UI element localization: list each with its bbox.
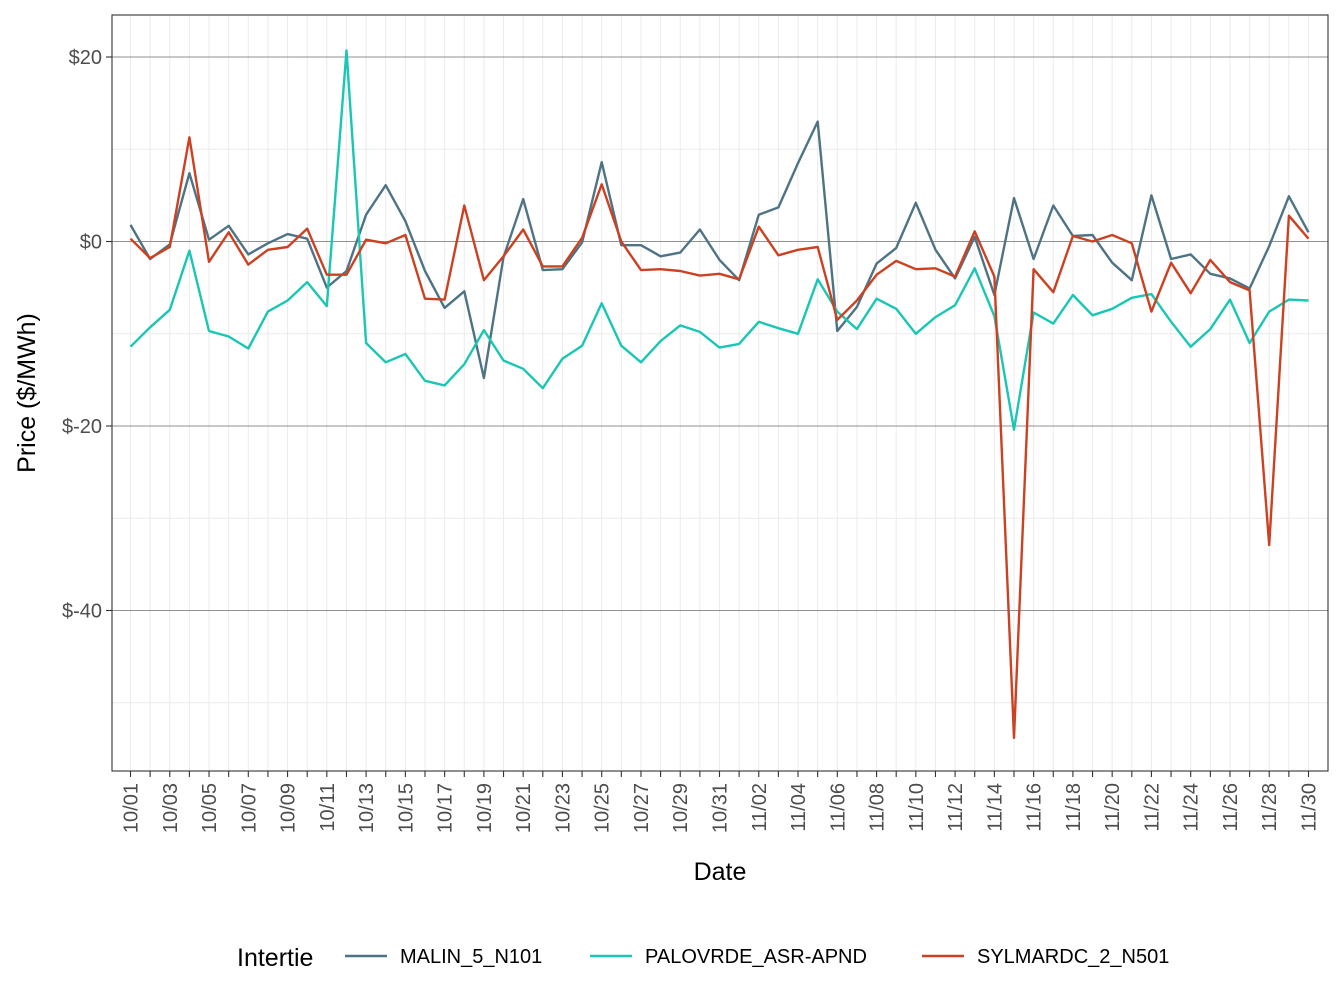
series-line — [129, 136, 1310, 739]
legend-label: SYLMARDC_2_N501 — [977, 946, 1169, 968]
x-tick-label: 11/06 — [827, 783, 849, 832]
y-axis-title: Price ($/MWh) — [13, 313, 41, 473]
x-tick-label: 11/14 — [984, 783, 1006, 832]
x-tick-label: 10/09 — [278, 783, 300, 833]
legend-label: PALOVRDE_ASR-APND — [645, 946, 867, 968]
y-tick-label: $0 — [80, 232, 102, 254]
x-tick-label: 11/18 — [1063, 783, 1085, 832]
x-tick-label: 11/10 — [906, 783, 928, 832]
series-line — [129, 49, 1309, 431]
x-axis-title: Date — [694, 858, 747, 886]
y-tick-label: $-40 — [62, 601, 102, 623]
legend-label: MALIN_5_N101 — [400, 946, 542, 968]
x-tick-label: 10/11 — [317, 783, 339, 832]
legend-title: Intertie — [237, 944, 313, 972]
y-axis: $20 $0 $-20 $-40 — [62, 47, 112, 623]
x-tick-label: 11/16 — [1024, 783, 1046, 832]
x-tick-label: 10/21 — [513, 783, 535, 833]
x-tick-label: 10/17 — [435, 783, 457, 833]
series-line — [129, 120, 1310, 380]
x-tick-label: 11/02 — [749, 783, 771, 832]
x-tick-label: 11/30 — [1299, 783, 1321, 832]
x-tick-label: 10/25 — [592, 783, 614, 833]
x-tick-label: 11/20 — [1102, 783, 1124, 832]
x-tick-label: 10/01 — [121, 783, 143, 833]
x-tick-label: 11/12 — [945, 783, 967, 832]
x-tick-label: 10/29 — [670, 783, 692, 833]
x-tick-label: 11/22 — [1141, 783, 1163, 832]
x-tick-label: 10/27 — [631, 783, 653, 833]
y-tick-label: $20 — [69, 47, 102, 69]
x-tick-label: 10/07 — [238, 783, 260, 833]
grid-x — [130, 15, 1309, 771]
x-tick-label: 11/26 — [1220, 783, 1242, 832]
x-axis: 10/01 10/03 10/05 10/07 10/09 10/11 10/13 10/15… — [121, 771, 1321, 833]
series-lines — [129, 49, 1310, 739]
x-tick-label: 10/13 — [356, 783, 378, 833]
x-tick-label: 11/24 — [1181, 783, 1203, 832]
x-tick-label: 10/15 — [395, 783, 417, 833]
x-tick-label: 10/23 — [552, 783, 574, 833]
x-tick-label: 10/31 — [710, 783, 732, 833]
x-tick-label: 11/04 — [788, 783, 810, 832]
x-tick-label: 11/08 — [867, 783, 889, 832]
x-tick-label: 10/05 — [199, 783, 221, 833]
plot-area — [111, 14, 1329, 772]
y-tick-label: $-20 — [62, 416, 102, 438]
legend: Intertie MALIN_5_N101 PALOVRDE_ASR-APND SY… — [237, 944, 1169, 972]
x-tick-label: 10/03 — [160, 783, 182, 833]
x-tick-label: 10/19 — [474, 783, 496, 833]
x-tick-label: 11/28 — [1259, 783, 1281, 832]
